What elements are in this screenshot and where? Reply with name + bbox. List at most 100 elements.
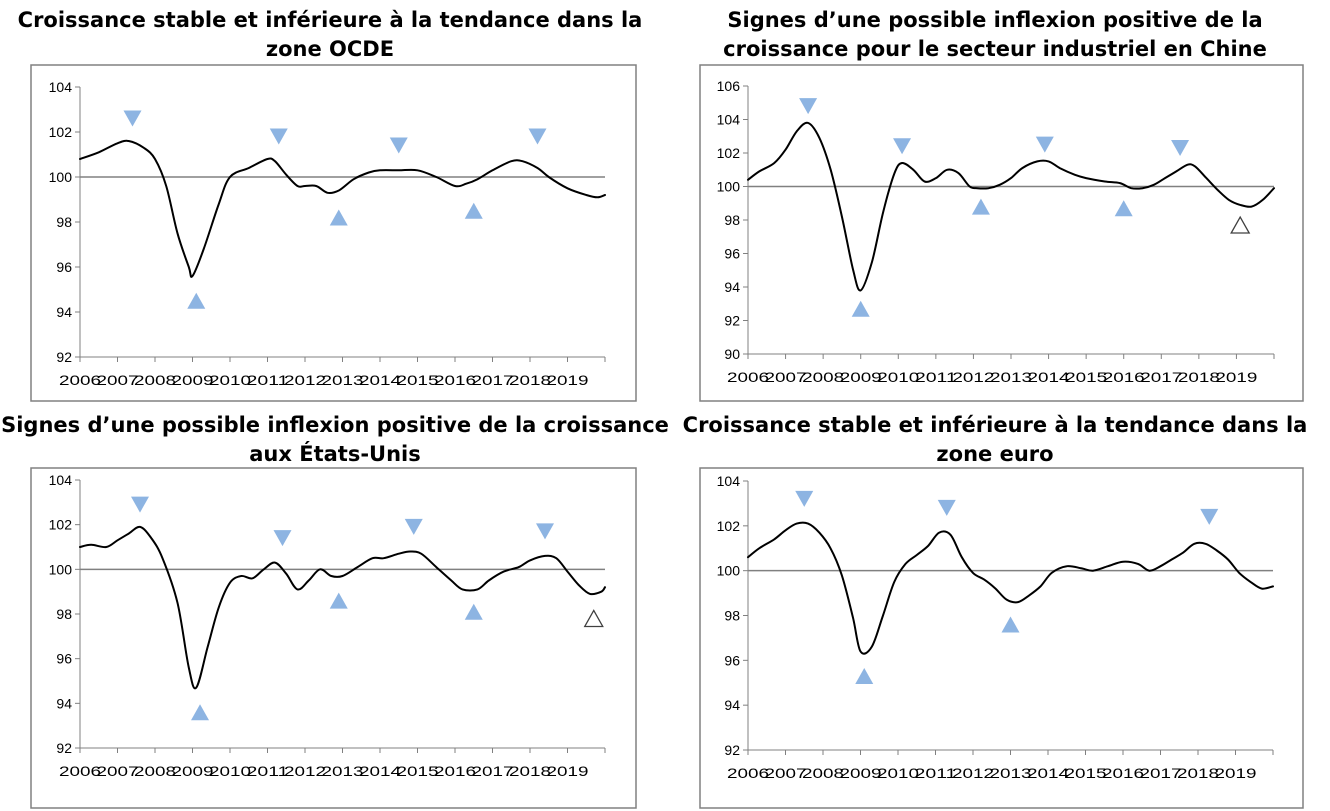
- y-tick-label: 94: [724, 279, 740, 295]
- y-tick-label: 98: [56, 214, 72, 230]
- x-tick-label: 2015: [1065, 369, 1107, 385]
- x-tick-label: 2008: [134, 763, 176, 779]
- series-line: [79, 525, 606, 690]
- peak-marker: [1200, 508, 1219, 525]
- y-tick-label: 96: [56, 259, 72, 275]
- x-tick-label: 2015: [397, 372, 439, 388]
- x-tick-label: 2007: [97, 763, 139, 779]
- x-tick-label: 2008: [802, 369, 844, 385]
- y-tick-label: 96: [724, 652, 740, 668]
- x-tick-label: 2010: [209, 763, 251, 779]
- chart-title-line-2: zone euro: [936, 442, 1054, 466]
- peak-marker: [131, 496, 149, 513]
- x-tick-label: 2009: [172, 372, 214, 388]
- x-tick-label: 2014: [1028, 369, 1070, 385]
- peak-marker: [795, 490, 814, 507]
- x-tick-label: 2019: [1215, 369, 1257, 385]
- x-tick-label: 2010: [877, 369, 919, 385]
- x-tick-label: 2012: [284, 763, 326, 779]
- trough-marker: [191, 704, 209, 721]
- series-line: [79, 139, 606, 278]
- x-tick-label: 2019: [1215, 765, 1257, 781]
- y-tick-label: 100: [49, 169, 73, 185]
- x-tick-label: 2013: [322, 372, 364, 388]
- panel-ocde: Croissance stable et inférieure à la ten…: [0, 0, 660, 405]
- chart-frame: [699, 64, 1304, 402]
- y-tick-label: 96: [724, 246, 740, 262]
- x-tick-label: 2012: [284, 372, 326, 388]
- y-tick-label: 90: [724, 346, 740, 362]
- y-tick-label: 104: [717, 112, 741, 128]
- chart-title-line-1: Croissance stable et inférieure à la ten…: [682, 413, 1308, 437]
- x-tick-label: 2015: [1065, 765, 1107, 781]
- x-tick-label: 2019: [547, 372, 589, 388]
- panel-zone-euro: Croissance stable et inférieure à la ten…: [660, 405, 1330, 811]
- x-tick-label: 2008: [134, 372, 176, 388]
- x-tick-label: 2010: [877, 765, 919, 781]
- peak-marker: [1035, 136, 1054, 153]
- y-tick-label: 104: [49, 79, 73, 95]
- y-tick-label: 102: [49, 517, 73, 533]
- x-tick-label: 2007: [765, 369, 807, 385]
- trough-marker: [971, 198, 990, 215]
- x-tick-label: 2015: [397, 763, 439, 779]
- x-tick-label: 2014: [1027, 765, 1069, 781]
- x-tick-label: 2018: [1177, 765, 1219, 781]
- chart-title-line-2: croissance pour le secteur industriel en…: [723, 37, 1267, 61]
- x-tick-label: 2007: [765, 765, 807, 781]
- chart-title-line-1: Croissance stable et inférieure à la ten…: [17, 8, 643, 32]
- y-tick-label: 94: [724, 697, 740, 713]
- x-tick-label: 2011: [247, 372, 289, 388]
- x-tick-label: 2012: [952, 765, 994, 781]
- y-tick-label: 104: [49, 472, 73, 488]
- panel-chine: Signes d’une possible inflexion positive…: [660, 0, 1330, 405]
- peak-marker: [389, 137, 408, 154]
- x-tick-label: 2016: [1103, 369, 1145, 385]
- x-tick-label: 2006: [727, 369, 769, 385]
- x-tick-label: 2009: [840, 369, 882, 385]
- x-tick-label: 2006: [59, 763, 101, 779]
- trough-marker-outline: [1230, 215, 1251, 234]
- peak-marker: [269, 128, 288, 145]
- peak-marker: [536, 523, 554, 540]
- chart-title-line-2: zone OCDE: [265, 37, 395, 61]
- x-tick-label: 2010: [209, 372, 251, 388]
- trough-marker-outline: [583, 609, 604, 628]
- y-tick-label: 102: [49, 124, 73, 140]
- x-tick-label: 2017: [472, 763, 514, 779]
- peak-marker: [937, 499, 956, 516]
- x-tick-label: 2014: [359, 372, 401, 388]
- trough-marker: [329, 209, 348, 226]
- peak-marker: [528, 128, 547, 145]
- y-tick-label: 106: [717, 78, 741, 94]
- peak-marker: [893, 138, 912, 155]
- y-tick-label: 104: [717, 473, 741, 489]
- x-tick-label: 2011: [915, 765, 957, 781]
- trough-marker: [851, 300, 870, 317]
- x-tick-label: 2011: [915, 369, 957, 385]
- x-tick-label: 2018: [509, 372, 551, 388]
- x-tick-label: 2017: [472, 372, 514, 388]
- chart-frame: [699, 467, 1304, 809]
- x-tick-label: 2008: [802, 765, 844, 781]
- panel-etats-unis: Signes d’une possible inflexion positive…: [0, 405, 670, 811]
- series-line: [747, 121, 1275, 292]
- trough-marker: [1001, 616, 1020, 633]
- y-tick-label: 102: [717, 518, 741, 534]
- y-tick-label: 102: [717, 145, 741, 161]
- trough-marker: [329, 592, 348, 609]
- y-tick-label: 92: [56, 740, 72, 756]
- x-tick-label: 2009: [840, 765, 882, 781]
- chart-frame: [30, 64, 637, 402]
- trough-marker: [187, 292, 206, 309]
- x-tick-label: 2009: [172, 763, 214, 779]
- chart-title-line-1: Signes d’une possible inflexion positive…: [1, 413, 669, 437]
- chart-title-line-2: aux États-Unis: [249, 442, 421, 466]
- peak-marker: [799, 98, 818, 115]
- x-tick-label: 2019: [547, 763, 589, 779]
- chart-title: Croissance stable et inférieure à la ten…: [660, 411, 1330, 469]
- x-tick-label: 2018: [509, 763, 551, 779]
- chart-title: Signes d’une possible inflexion positive…: [660, 6, 1330, 64]
- trough-marker: [1114, 200, 1133, 217]
- x-tick-label: 2016: [434, 372, 476, 388]
